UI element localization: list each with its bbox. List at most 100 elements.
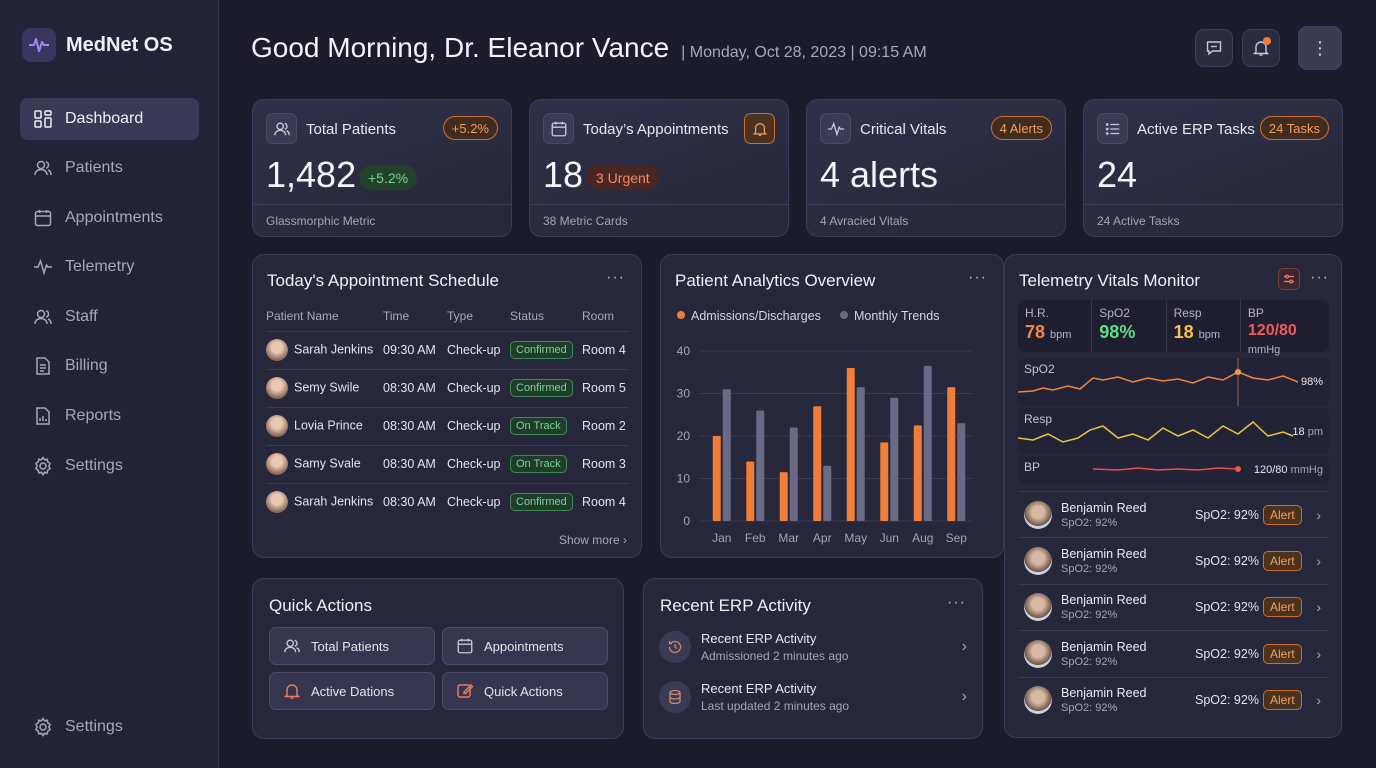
- metric-title: Total Patients: [306, 121, 397, 138]
- patient-name: Benjamin Reed: [1061, 686, 1147, 701]
- notification-dot: [1263, 37, 1271, 45]
- patient-alert-row[interactable]: Benjamin Reed SpO2: 92% SpO2: 92% Alert ›: [1018, 676, 1329, 723]
- time-cell: 09:30 AM: [383, 330, 447, 369]
- patient-name: Benjamin Reed: [1061, 639, 1147, 654]
- erp-activity-time: Last updated 2 minutes ago: [701, 699, 850, 713]
- erp-activity-title: Recent ERP Activity: [701, 631, 817, 646]
- sidebar-item-label: Billing: [65, 357, 108, 374]
- column-header[interactable]: Type: [447, 308, 474, 323]
- button-label: Active Dations: [311, 683, 395, 699]
- y-tick-label: 0: [683, 514, 690, 528]
- patient-name: Sarah Jenkins: [294, 342, 374, 357]
- sidebar-item-appointments[interactable]: Appointments: [20, 197, 199, 239]
- users-icon: [266, 113, 297, 144]
- patient-vital: SpO2: 92%: [1195, 553, 1259, 568]
- appointment-schedule-panel: Today's Appointment Schedule ··· Patient…: [252, 254, 642, 558]
- table-row[interactable]: Semy Swile 08:30 AM Check-up Confirmed Room …: [266, 368, 629, 407]
- metric-card-appointments[interactable]: Today’s Appointments 18 3 Urgent 38 Metr…: [529, 99, 789, 237]
- vital-label: Resp: [1173, 306, 1202, 320]
- sidebar-item-settings[interactable]: Settings: [20, 445, 199, 487]
- patient-alert-row[interactable]: Benjamin Reed SpO2: 92% SpO2: 92% Alert ›: [1018, 630, 1329, 676]
- patient-cell: Sarah Jenkins: [266, 482, 383, 521]
- sidebar: MedNet OS Dashboard Patients Appointment…: [0, 0, 219, 768]
- wave-value: 18: [1292, 426, 1305, 438]
- wave-unit: pm: [1307, 426, 1323, 438]
- erp-activity-text: Recent ERP Activity Last updated 2 minute…: [701, 681, 849, 713]
- sidebar-item-patients[interactable]: Patients: [20, 147, 199, 189]
- legend-marker: [840, 311, 848, 319]
- patient-vital: SpO2: 92%: [1195, 600, 1259, 615]
- column-header[interactable]: Time: [383, 308, 410, 323]
- x-tick-label: Mar: [778, 531, 799, 545]
- status-cell: Confirmed: [510, 482, 582, 521]
- panel-title: Telemetry Vitals Monitor: [1019, 271, 1201, 290]
- vital-unit: bpm: [1198, 329, 1221, 341]
- more-options-icon[interactable]: ···: [968, 269, 987, 286]
- erp-activity-title: Recent ERP Activity: [701, 681, 817, 696]
- vital-label: BP: [1247, 306, 1264, 320]
- vital-spo2: SpO2 98%: [1092, 300, 1167, 352]
- sidebar-item-reports[interactable]: Reports: [20, 395, 199, 437]
- notifications-button[interactable]: [1242, 29, 1280, 67]
- main-content: Good Morning, Dr. Eleanor Vance | Monday…: [219, 0, 1376, 768]
- quick-action-total-patients[interactable]: Total Patients: [269, 627, 435, 665]
- messages-button[interactable]: [1195, 29, 1233, 67]
- sidebar-item-billing[interactable]: Billing: [20, 345, 199, 387]
- sidebar-item-label: Patients: [65, 159, 123, 176]
- pulse-icon: [820, 113, 851, 144]
- users-icon: [284, 639, 300, 653]
- sidebar-item-staff[interactable]: Staff: [20, 296, 199, 338]
- telemetry-panel: Telemetry Vitals Monitor ··· H.R. 78 bpm …: [1004, 254, 1342, 738]
- alert-badge[interactable]: Alert: [1263, 504, 1302, 525]
- show-more-link[interactable]: Show more ›: [559, 533, 627, 547]
- type-cell: Check-up: [447, 406, 510, 445]
- quick-action-active-dations[interactable]: Active Dations: [269, 672, 435, 710]
- sidebar-item-dashboard[interactable]: Dashboard: [20, 98, 199, 140]
- bar-trends: [923, 365, 932, 521]
- alert-badge[interactable]: Alert: [1263, 643, 1302, 664]
- erp-activity-item[interactable]: Recent ERP Activity Admissioned 2 minutes…: [659, 624, 967, 670]
- filter-button[interactable]: [1278, 268, 1300, 290]
- alert-badge[interactable]: Alert: [1263, 597, 1302, 618]
- quick-action-quick-actions[interactable]: Quick Actions: [442, 672, 608, 710]
- quick-action-appointments[interactable]: Appointments: [442, 627, 608, 665]
- wave-value: 98%: [1300, 376, 1323, 388]
- list-icon: [1097, 113, 1128, 144]
- calendar-icon: [34, 210, 52, 227]
- vital-bp: BP 120/80 mmHg: [1241, 300, 1329, 356]
- column-header[interactable]: Room: [582, 308, 615, 323]
- vital-unit: mmHg: [1247, 344, 1281, 356]
- erp-activity-item[interactable]: Recent ERP Activity Last updated 2 minute…: [659, 674, 967, 720]
- brand[interactable]: MedNet OS: [22, 28, 173, 62]
- wave-label: Resp: [1024, 412, 1053, 426]
- more-options-icon[interactable]: ···: [1310, 269, 1329, 286]
- table-row[interactable]: Samy Svale 08:30 AM Check-up On Track Room 3: [266, 444, 629, 483]
- avatar: [1024, 593, 1052, 622]
- vital-value-row: 18 bpm: [1174, 322, 1233, 343]
- metric-card-erp-tasks[interactable]: Active ERP Tasks 24 Tasks 24 24 Active T…: [1083, 99, 1343, 237]
- patient-alert-row[interactable]: Benjamin Reed SpO2: 92% SpO2: 92% Alert ›: [1018, 583, 1329, 630]
- alert-badge[interactable]: Alert: [1263, 690, 1302, 711]
- dashboard-icon: [34, 110, 52, 128]
- alert-badge[interactable]: Alert: [1263, 550, 1302, 571]
- more-options-icon[interactable]: ···: [606, 269, 625, 286]
- patient-alert-row[interactable]: Benjamin Reed SpO2: 92% SpO2: 92% Alert ›: [1018, 537, 1329, 583]
- table-row[interactable]: Sarah Jenkins 08:30 AM Check-up Confirmed Ro…: [266, 482, 629, 521]
- metric-card-critical-vitals[interactable]: Critical Vitals 4 Alerts 4 alerts 4 Avra…: [806, 99, 1066, 237]
- sidebar-bottom-settings[interactable]: Settings: [20, 706, 199, 748]
- metric-card-total-patients[interactable]: Total Patients +5.2% 1,482 +5.2% Glassmo…: [252, 99, 512, 237]
- patient-alert-row[interactable]: Benjamin Reed SpO2: 92% SpO2: 92% Alert ›: [1018, 491, 1329, 537]
- column-header[interactable]: Status: [510, 308, 545, 323]
- type-cell: Check-up: [447, 482, 510, 521]
- x-tick-label: May: [844, 531, 867, 545]
- status-badge: Confirmed: [510, 379, 573, 397]
- column-header[interactable]: Patient Name: [266, 308, 339, 323]
- more-options-button[interactable]: ⋮: [1298, 26, 1342, 70]
- more-options-icon[interactable]: ···: [947, 594, 966, 611]
- table-row[interactable]: Sarah Jenkins 09:30 AM Check-up Confirmed Ro…: [266, 330, 629, 369]
- chevron-right-icon: ›: [623, 533, 627, 547]
- table-row[interactable]: Lovia Prince 08:30 AM Check-up On Track Room…: [266, 406, 629, 445]
- sidebar-item-telemetry[interactable]: Telemetry: [20, 246, 199, 288]
- wave-unit: mmHg: [1290, 464, 1323, 476]
- chevron-right-icon: ›: [1316, 552, 1321, 569]
